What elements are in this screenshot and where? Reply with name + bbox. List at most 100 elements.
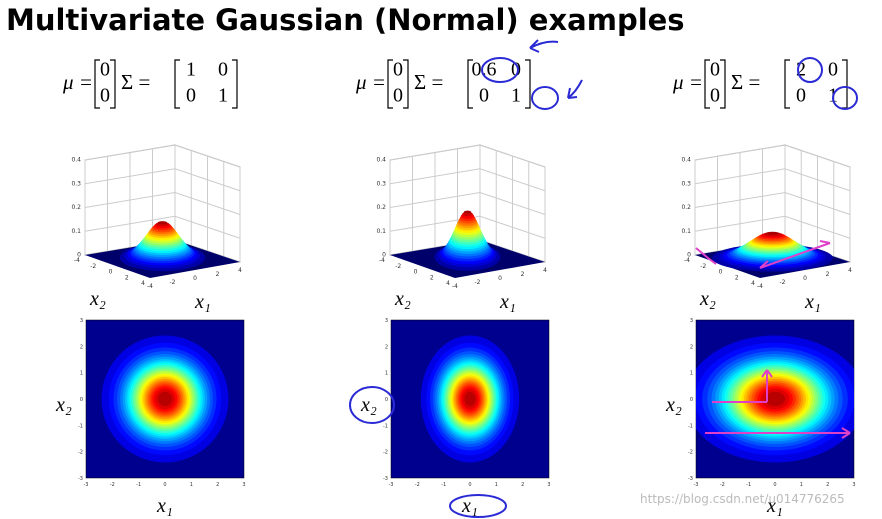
z-tick-label: 0.4 [681,157,691,164]
bracket [525,59,531,109]
arrow-annotation [567,79,583,99]
map-x-tick-label: 2 [216,482,219,488]
x1-axis-label: x₁ [804,291,821,313]
z-tick-label: 0.3 [376,180,386,187]
mu-symbol: μ = [62,70,93,94]
map-x-tick-label: 2 [521,482,524,488]
map-x-tick-label: -2 [415,482,420,488]
surface-band [765,231,780,235]
x1-tick-label: 2 [826,271,830,278]
z-tick-label: 0.3 [681,180,691,187]
x2-axis-label: x₂ [699,288,716,310]
z-tick-label: 0.1 [71,228,81,235]
circle-annotation [481,57,519,83]
z-tick-label: 0.4 [71,157,81,164]
mu-entry: 0 [393,59,403,81]
map-x-tick-label: 1 [190,482,193,488]
map-x-tick-label: 1 [800,482,803,488]
x1-tick-label: -4 [452,283,458,290]
bracket [842,59,848,109]
heatmap-band [157,391,173,407]
sigma-symbol: Σ = [121,70,150,94]
x1-tick-label: -2 [780,279,786,286]
x1-tick-label: -4 [147,283,153,290]
x2-axis-label: x₂ [55,394,72,416]
x1-tick-label: 4 [848,267,852,274]
x1-tick-label: 2 [216,271,220,278]
heatmap [420,335,520,463]
map-x-tick-label: -3 [389,482,394,488]
map-x-tick-label: -1 [441,482,446,488]
heatmap [696,335,854,463]
z-tick-label: 0 [77,252,81,259]
bracket [174,59,180,109]
map-y-tick-label: -1 [78,423,83,429]
map-x-tick-label: -2 [110,482,115,488]
sigma-symbol: Σ = [731,70,760,94]
map-x-tick-label: 0 [773,482,776,488]
x2-axis-label: x₂ [89,288,106,310]
z-tick-label: 0.2 [681,204,691,211]
sigma-entry: 0 [218,59,228,81]
z-tick-label: 0 [687,252,691,259]
x1-tick-label: 4 [543,267,547,274]
z-tick-label: 0.1 [681,228,691,235]
map-x-tick-label: -1 [136,482,141,488]
heatmap-band [464,391,476,407]
circle-annotation [832,86,858,110]
map-y-tick-label: 1 [690,371,693,377]
x1-tick-label: -2 [475,279,481,286]
mu-symbol: μ = [355,70,386,94]
x1-tick-label: 0 [193,275,197,282]
surface-band [157,221,168,225]
map-y-tick-label: -3 [78,476,83,482]
x1-tick-label: 4 [238,267,242,274]
map-x-tick-label: 3 [547,482,550,488]
map-y-tick-label: 3 [80,318,83,324]
bracket [110,59,116,109]
x2-tick-label: 0 [719,269,723,276]
x2-tick-label: 2 [430,274,434,281]
bracket [704,59,710,109]
arrow-annotation [705,369,851,439]
z-tick-label: 0.1 [376,228,386,235]
sigma-entry: 2 [796,59,806,81]
bracket [403,59,409,109]
bracket [387,59,393,109]
heatmap [101,335,229,463]
arrow-annotation [695,240,831,269]
x2-tick-label: 2 [125,274,129,281]
map-x-tick-label: 2 [826,482,829,488]
mu-symbol: μ = [672,70,703,94]
map-y-tick-label: -3 [688,476,693,482]
x1-axis-label: x₁ [194,291,211,313]
x2-axis-label: x₂ [360,394,377,416]
sigma-symbol: Σ = [414,70,443,94]
map-y-tick-label: 0 [385,397,388,403]
x2-tick-label: 2 [735,274,739,281]
mu-entry: 0 [710,85,720,107]
map-x-tick-label: -3 [694,482,699,488]
sigma-entry: 0.6 [472,59,497,81]
surface-band [463,210,472,214]
x2-tick-label: -2 [90,263,96,270]
map-x-tick-label: -3 [84,482,89,488]
sigma-entry: 1 [511,85,521,107]
map-x-tick-label: 0 [468,482,471,488]
watermark: https://blog.csdn.net/u014776265 [640,492,845,506]
x2-tick-label: -4 [684,257,690,264]
x1-axis-label: x₁ [499,291,516,313]
map-x-tick-label: -2 [720,482,725,488]
map-y-tick-label: 0 [690,397,693,403]
map-x-tick-label: -1 [746,482,751,488]
x2-tick-label: 4 [141,280,145,287]
map-y-tick-label: 1 [385,371,388,377]
bracket [232,59,238,109]
map-y-tick-label: -2 [78,450,83,456]
x2-axis-label: x₂ [394,288,411,310]
mu-entry: 0 [100,85,110,107]
x2-tick-label: 4 [446,280,450,287]
sigma-entry: 0 [186,85,196,107]
x1-axis-label: x₁ [766,495,783,517]
